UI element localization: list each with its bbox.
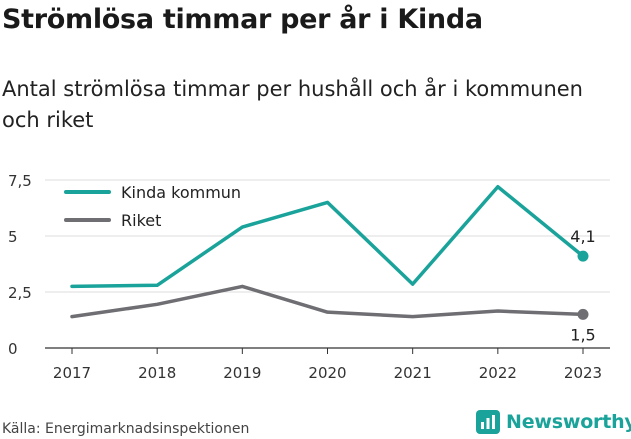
newsworthy-logo-icon xyxy=(476,410,500,434)
line-chart: 0 2,5 5 7,5 2017 2018 2019 2020 2021 2022 2023 4,1 1… xyxy=(8,172,610,382)
source-note: Källa: Energimarknadsinspektionen xyxy=(2,421,250,437)
x-tick-label: 2019 xyxy=(223,364,261,382)
brand-name: Newsworthy xyxy=(506,411,631,433)
series-line xyxy=(70,284,585,319)
y-tick-label: 0 xyxy=(8,340,18,358)
end-value-label: 1,5 xyxy=(570,325,595,344)
x-tick-label: 2021 xyxy=(394,364,432,382)
x-tick-label: 2022 xyxy=(479,364,517,382)
end-point xyxy=(577,308,589,320)
chart-title: Strömlösa timmar per år i Kinda xyxy=(2,4,483,35)
end-value-label: 4,1 xyxy=(570,227,595,246)
brand-logo: Newsworthy xyxy=(476,410,631,434)
series-line xyxy=(70,184,585,289)
y-tick-label: 5 xyxy=(8,228,18,246)
legend-label: Riket xyxy=(121,211,161,230)
x-tick-label: 2020 xyxy=(308,364,346,382)
x-tick-label: 2018 xyxy=(138,364,176,382)
chart-subtitle: Antal strömlösa timmar per hushåll och å… xyxy=(2,77,583,132)
y-tick-label: 2,5 xyxy=(8,284,32,302)
x-tick-label: 2023 xyxy=(564,364,602,382)
x-tick-label: 2017 xyxy=(53,364,91,382)
y-tick-label: 7,5 xyxy=(8,172,32,190)
end-point xyxy=(577,250,589,262)
legend-label: Kinda kommun xyxy=(121,183,241,202)
